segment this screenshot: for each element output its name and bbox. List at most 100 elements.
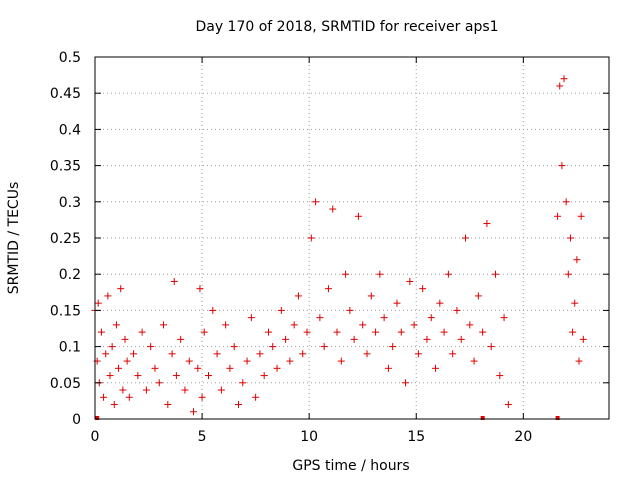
data-point bbox=[142, 386, 150, 394]
data-point bbox=[346, 306, 354, 314]
data-point bbox=[106, 372, 114, 380]
data-point bbox=[155, 379, 163, 387]
data-point bbox=[575, 357, 583, 365]
data-point bbox=[196, 285, 204, 293]
data-point bbox=[194, 364, 202, 372]
data-point bbox=[324, 285, 332, 293]
data-point bbox=[414, 350, 422, 358]
data-point bbox=[363, 350, 371, 358]
y-tick-label: 0.5 bbox=[59, 50, 81, 66]
y-tick-label: 0.4 bbox=[59, 122, 81, 138]
data-point bbox=[151, 364, 159, 372]
data-point bbox=[432, 364, 440, 372]
data-point bbox=[303, 328, 311, 336]
data-point bbox=[466, 321, 474, 329]
data-point bbox=[342, 270, 350, 278]
data-point bbox=[252, 393, 260, 401]
x-tick-label: 10 bbox=[300, 429, 318, 445]
x-tick-label: 20 bbox=[514, 429, 532, 445]
data-point bbox=[130, 350, 138, 358]
data-point bbox=[483, 220, 491, 228]
data-point bbox=[491, 270, 499, 278]
y-tick-label: 0 bbox=[72, 412, 81, 428]
y-tick-label: 0.45 bbox=[50, 86, 81, 102]
data-point bbox=[500, 314, 508, 322]
data-point bbox=[160, 321, 168, 329]
points-layer bbox=[91, 75, 587, 420]
data-point bbox=[294, 292, 302, 300]
data-point bbox=[474, 292, 482, 300]
data-point bbox=[190, 408, 198, 416]
data-point bbox=[286, 357, 294, 365]
data-point bbox=[170, 277, 178, 285]
data-point bbox=[423, 335, 431, 343]
grid-layer bbox=[95, 57, 609, 419]
data-point bbox=[117, 285, 125, 293]
data-point bbox=[449, 350, 457, 358]
data-point bbox=[410, 321, 418, 329]
y-tick-label: 0.3 bbox=[59, 195, 81, 211]
data-point bbox=[462, 234, 470, 242]
data-point bbox=[402, 379, 410, 387]
data-point bbox=[181, 386, 189, 394]
zero-value-marker bbox=[95, 416, 100, 420]
data-point bbox=[350, 335, 358, 343]
data-point bbox=[487, 343, 495, 351]
data-point bbox=[312, 198, 320, 206]
data-point bbox=[112, 321, 120, 329]
data-point bbox=[556, 82, 564, 90]
data-point bbox=[329, 205, 337, 213]
data-point bbox=[121, 335, 129, 343]
data-point bbox=[384, 364, 392, 372]
data-point bbox=[247, 314, 255, 322]
data-point bbox=[213, 350, 221, 358]
zero-value-marker bbox=[480, 416, 485, 420]
data-point bbox=[123, 357, 131, 365]
data-point bbox=[579, 335, 587, 343]
data-point bbox=[200, 328, 208, 336]
data-point bbox=[125, 393, 133, 401]
data-point bbox=[102, 350, 110, 358]
data-point bbox=[453, 306, 461, 314]
data-point bbox=[115, 364, 123, 372]
data-point bbox=[569, 328, 577, 336]
data-point bbox=[504, 401, 512, 409]
data-point bbox=[333, 328, 341, 336]
y-axis-title: SRMTID / TECUs bbox=[6, 182, 22, 295]
data-point bbox=[264, 328, 272, 336]
zero-value-marker bbox=[555, 416, 560, 420]
data-point bbox=[108, 343, 116, 351]
ticks-layer bbox=[94, 56, 609, 420]
data-point bbox=[359, 321, 367, 329]
data-point bbox=[316, 314, 324, 322]
y-tick-label: 0.15 bbox=[50, 303, 81, 319]
data-point bbox=[444, 270, 452, 278]
x-tick-label: 0 bbox=[91, 429, 100, 445]
data-point bbox=[282, 335, 290, 343]
data-point bbox=[97, 328, 105, 336]
data-point bbox=[577, 212, 585, 220]
y-tick-label: 0.1 bbox=[59, 340, 81, 356]
data-point bbox=[571, 299, 579, 307]
data-point bbox=[104, 292, 112, 300]
data-point bbox=[436, 299, 444, 307]
data-point bbox=[185, 357, 193, 365]
chart-title: Day 170 of 2018, SRMTID for receiver aps… bbox=[195, 19, 498, 35]
data-point bbox=[177, 335, 185, 343]
data-point bbox=[256, 350, 264, 358]
data-point bbox=[226, 364, 234, 372]
data-point bbox=[376, 270, 384, 278]
data-point bbox=[457, 335, 465, 343]
data-point bbox=[100, 393, 108, 401]
data-point bbox=[419, 285, 427, 293]
data-point bbox=[138, 328, 146, 336]
data-point bbox=[164, 401, 172, 409]
y-tick-label: 0.25 bbox=[50, 231, 81, 247]
data-point bbox=[380, 314, 388, 322]
x-axis-title: GPS time / hours bbox=[292, 458, 409, 474]
data-point bbox=[243, 357, 251, 365]
data-point bbox=[427, 314, 435, 322]
data-point bbox=[290, 321, 298, 329]
data-point bbox=[389, 343, 397, 351]
data-point bbox=[393, 299, 401, 307]
